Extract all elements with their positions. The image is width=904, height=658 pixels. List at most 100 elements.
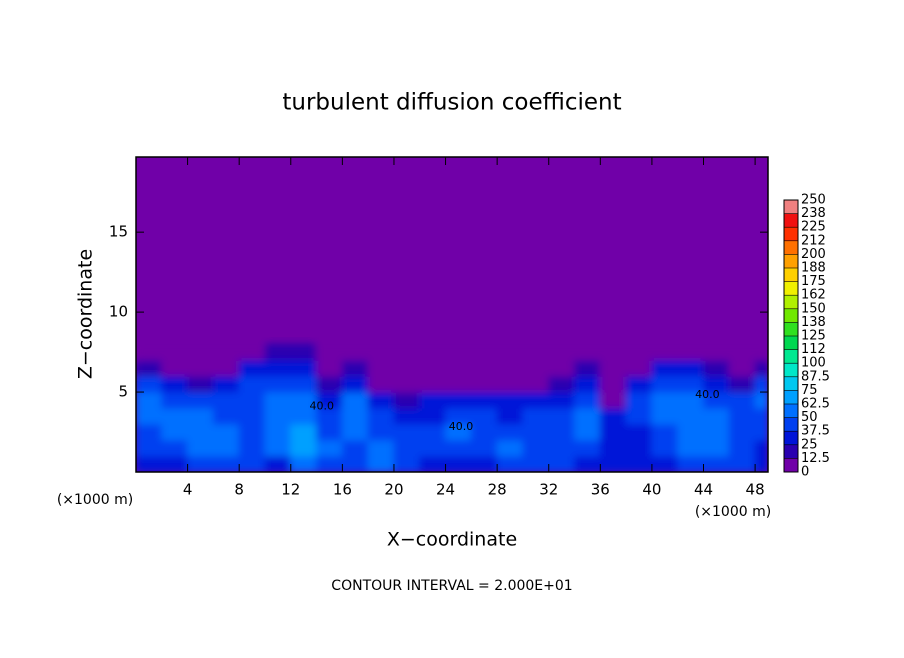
cell <box>754 439 768 457</box>
cell <box>548 375 576 393</box>
colorbar-label: 150 <box>801 301 826 316</box>
cell <box>470 455 498 472</box>
cell <box>290 343 318 361</box>
cell <box>264 439 292 457</box>
cell <box>625 359 653 377</box>
cell <box>212 423 240 441</box>
cell <box>393 439 421 457</box>
colorbar-label: 37.5 <box>801 424 830 439</box>
cell <box>445 423 472 441</box>
cell <box>728 375 756 393</box>
cell <box>651 439 679 457</box>
colorbar-label: 175 <box>801 274 826 289</box>
colorbar-label: 162 <box>801 288 826 303</box>
cell <box>393 343 421 361</box>
x-tick-label: 4 <box>183 481 193 499</box>
cell <box>367 455 395 472</box>
cell <box>264 423 292 441</box>
cell <box>599 359 627 377</box>
cell <box>238 455 266 472</box>
cell <box>316 423 343 441</box>
cell <box>522 375 550 393</box>
colorbar-swatch <box>784 200 798 214</box>
colorbar-swatch <box>784 268 798 282</box>
colorbar-label: 50 <box>801 410 818 425</box>
cell <box>548 343 576 361</box>
cell <box>212 455 240 472</box>
colorbar-label: 25 <box>801 437 818 452</box>
cell <box>419 407 447 425</box>
colorbar-swatch <box>784 404 798 418</box>
cell <box>754 375 768 393</box>
cell <box>728 423 756 441</box>
cell <box>470 391 498 409</box>
cell <box>136 359 163 377</box>
cell <box>548 391 576 409</box>
cell <box>419 343 447 361</box>
cell <box>625 439 653 457</box>
cell <box>548 439 576 457</box>
colorbar-label: 138 <box>801 315 826 330</box>
colorbar-label: 188 <box>801 261 826 276</box>
cell <box>625 375 653 393</box>
cell <box>264 359 292 377</box>
cell <box>367 439 395 457</box>
cell <box>651 391 679 409</box>
colorbar-swatch <box>784 363 798 377</box>
cell <box>522 359 550 377</box>
cell <box>187 391 214 409</box>
cell <box>161 359 189 377</box>
x-tick-label: 20 <box>384 481 403 499</box>
colorbar-swatch <box>784 390 798 404</box>
cell <box>264 455 292 472</box>
colorbar-label: 200 <box>801 247 826 262</box>
cell <box>393 407 421 425</box>
x-tick-label: 24 <box>436 481 455 499</box>
cell <box>316 455 343 472</box>
cell <box>651 455 679 472</box>
cell <box>264 375 292 393</box>
x-tick-label: 12 <box>281 481 300 499</box>
cell <box>599 391 627 409</box>
cell <box>651 343 679 361</box>
cell <box>393 455 421 472</box>
cell <box>136 455 163 472</box>
cell <box>599 439 627 457</box>
colorbar-swatch <box>784 444 798 459</box>
colorbar-label: 75 <box>801 383 818 398</box>
cell <box>677 423 705 441</box>
cell <box>522 423 550 441</box>
colorbar-swatch <box>784 336 798 350</box>
cell <box>161 423 189 441</box>
cell <box>470 423 498 441</box>
cell <box>522 439 550 457</box>
colorbar-swatch <box>784 213 798 228</box>
cell <box>445 343 472 361</box>
cell <box>419 455 447 472</box>
colorbar-swatch <box>784 240 798 255</box>
cell <box>161 407 189 425</box>
cell <box>290 407 318 425</box>
cell <box>341 343 369 361</box>
cell <box>574 439 601 457</box>
cell <box>470 375 498 393</box>
cell <box>470 343 498 361</box>
cell <box>728 439 756 457</box>
cell <box>212 439 240 457</box>
cell <box>238 391 266 409</box>
x-tick-label: 28 <box>488 481 507 499</box>
cell <box>187 423 214 441</box>
cell <box>754 343 768 361</box>
cell <box>136 375 163 393</box>
colorbar-label: 112 <box>801 342 826 357</box>
cell <box>419 375 447 393</box>
cell <box>341 455 369 472</box>
contour-label: 40.0 <box>449 420 474 433</box>
colorbar-swatch <box>784 376 798 391</box>
cell <box>677 343 705 361</box>
cell <box>754 391 768 409</box>
cell <box>703 423 730 441</box>
cell <box>264 343 292 361</box>
colorbar-swatch <box>784 227 798 241</box>
